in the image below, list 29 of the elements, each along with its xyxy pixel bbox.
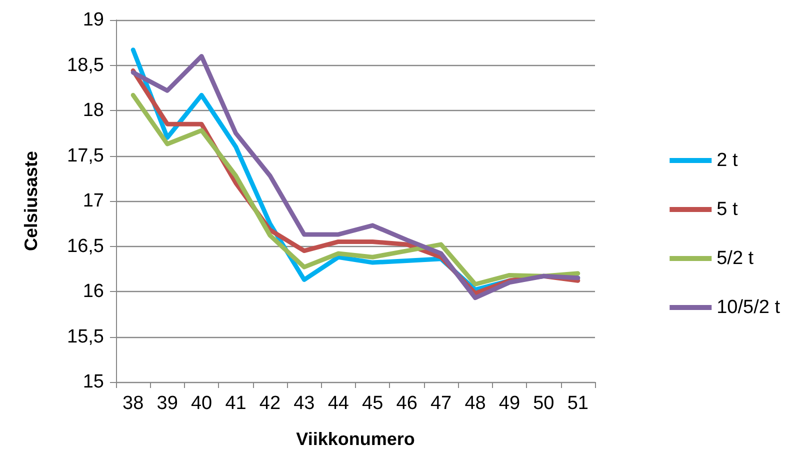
x-tick-label: 46 — [396, 393, 418, 414]
x-tick-label: 40 — [190, 393, 212, 414]
y-tick-label: 18,5 — [67, 54, 104, 76]
y-tick-label: 17 — [82, 190, 104, 212]
x-axis-title: Viikkonumero — [296, 429, 415, 449]
legend-label: 5/2 t — [716, 248, 754, 269]
x-tick-label: 51 — [567, 393, 588, 414]
y-tick-label: 18 — [82, 100, 104, 121]
x-tick-label: 42 — [259, 393, 281, 414]
y-tick-label: 16 — [82, 281, 104, 302]
x-tick-label: 48 — [464, 393, 486, 414]
legend-label: 2 t — [716, 150, 738, 171]
y-axis-title: Celsiusaste — [21, 150, 41, 252]
y-tick-label: 15 — [82, 372, 104, 392]
legend-label: 5 t — [716, 199, 738, 220]
x-tick-label: 49 — [498, 393, 520, 414]
x-tick-label: 41 — [225, 393, 246, 414]
x-tick-label: 45 — [362, 393, 384, 414]
x-tick-label: 47 — [430, 393, 452, 414]
legend-label: 10/5/2 t — [716, 297, 781, 318]
x-tick-label: 44 — [328, 393, 350, 414]
y-tick-label: 17,5 — [67, 145, 104, 166]
y-tick-label: 16,5 — [67, 236, 104, 257]
x-tick-label: 50 — [533, 393, 554, 414]
x-tick-label: 38 — [122, 393, 144, 414]
x-tick-label: 39 — [156, 393, 178, 414]
x-tick-label: 43 — [294, 393, 315, 414]
y-tick-label: 15,5 — [67, 326, 104, 348]
y-tick-label: 19 — [82, 10, 104, 30]
